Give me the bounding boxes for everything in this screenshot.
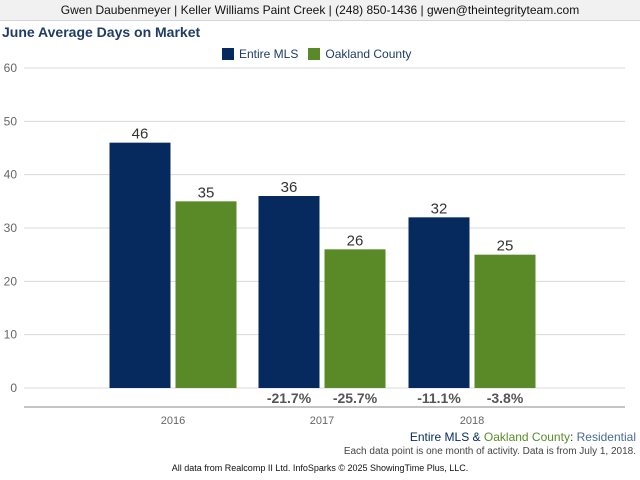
data-label: 36 xyxy=(281,179,298,196)
y-tick-label: 0 xyxy=(10,381,17,395)
y-tick-label: 50 xyxy=(4,114,18,128)
x-tick-label: 2017 xyxy=(310,415,334,427)
footer-segment: Entire MLS & Oakland County: Residential xyxy=(410,430,636,444)
footer-segment-amp: & xyxy=(469,430,484,444)
data-label: 35 xyxy=(198,184,215,201)
legend: Entire MLS Oakland County xyxy=(222,46,421,62)
y-tick-label: 60 xyxy=(4,61,18,75)
legend-item-entire-mls[interactable]: Entire MLS xyxy=(222,47,298,61)
footer-segment-residential: Residential xyxy=(576,430,636,444)
bar-oakland-county xyxy=(324,249,386,388)
bar-oakland-county xyxy=(175,201,237,388)
bar-entire-mls xyxy=(109,142,171,388)
bar-entire-mls xyxy=(408,217,470,388)
legend-label-entire-mls: Entire MLS xyxy=(239,47,299,61)
data-label: 32 xyxy=(431,200,448,217)
contact-banner: Gwen Daubenmeyer | Keller Williams Paint… xyxy=(0,0,640,21)
change-label: -3.8% xyxy=(487,390,524,406)
chart-title: June Average Days on Market xyxy=(2,24,201,40)
x-tick-label: 2018 xyxy=(460,415,484,427)
contact-banner-text: Gwen Daubenmeyer | Keller Williams Paint… xyxy=(60,3,580,17)
change-label: -21.7% xyxy=(267,390,312,406)
x-tick-label: 2016 xyxy=(161,415,185,427)
change-label: -25.7% xyxy=(333,390,378,406)
y-tick-label: 40 xyxy=(4,168,18,182)
bar-oakland-county xyxy=(474,254,536,388)
footer-segment-entire-mls: Entire MLS xyxy=(409,430,470,444)
data-label: 26 xyxy=(347,232,364,249)
footer-segment-oakland-county: Oakland County xyxy=(483,430,570,444)
y-tick-label: 20 xyxy=(4,274,18,288)
footer-source: All data from Realcomp II Ltd. InfoSpark… xyxy=(171,463,469,473)
bar-entire-mls xyxy=(258,196,320,388)
data-label: 25 xyxy=(497,238,514,255)
legend-swatch-entire-mls xyxy=(222,48,234,60)
legend-swatch-oakland-county xyxy=(308,48,321,60)
y-tick-label: 10 xyxy=(4,328,18,342)
y-tick-label: 30 xyxy=(4,221,18,235)
footer-note: Each data point is one month of activity… xyxy=(343,446,636,457)
legend-label-oakland-county: Oakland County xyxy=(325,47,412,61)
change-label: -11.1% xyxy=(417,390,461,406)
legend-item-oakland-county[interactable]: Oakland County xyxy=(308,47,411,61)
footer-segment-colon: : xyxy=(569,430,577,444)
data-label: 46 xyxy=(132,126,149,143)
